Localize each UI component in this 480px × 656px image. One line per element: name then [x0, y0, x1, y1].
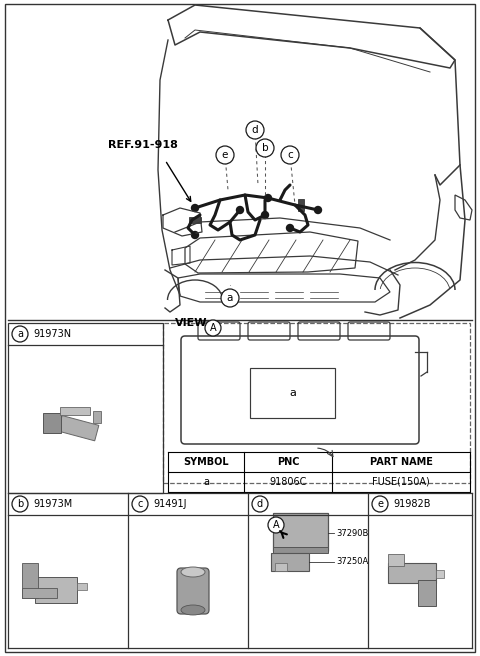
Bar	[298, 199, 304, 211]
Text: a: a	[227, 293, 233, 303]
Ellipse shape	[181, 605, 205, 615]
Text: 91973N: 91973N	[33, 329, 71, 339]
Circle shape	[192, 205, 199, 211]
Bar	[60, 407, 90, 415]
Bar	[77, 583, 87, 590]
FancyBboxPatch shape	[177, 568, 209, 614]
Bar	[22, 588, 57, 598]
Text: SYMBOL: SYMBOL	[183, 457, 229, 467]
Text: A: A	[273, 520, 279, 530]
Bar	[418, 580, 436, 606]
Text: d: d	[252, 125, 258, 135]
Text: 91491J: 91491J	[153, 499, 187, 509]
Circle shape	[314, 207, 322, 213]
Bar	[93, 411, 101, 423]
Ellipse shape	[181, 567, 205, 577]
Bar	[43, 413, 61, 433]
Text: b: b	[262, 143, 268, 153]
Circle shape	[372, 496, 388, 512]
Circle shape	[246, 121, 264, 139]
Circle shape	[132, 496, 148, 512]
Bar	[189, 217, 201, 223]
Text: c: c	[287, 150, 293, 160]
Text: PNC: PNC	[277, 457, 299, 467]
Text: e: e	[377, 499, 383, 509]
Bar	[388, 554, 404, 566]
Bar	[22, 563, 38, 598]
Bar	[273, 513, 328, 551]
Text: 37250A: 37250A	[336, 558, 368, 567]
Bar	[35, 577, 77, 603]
Text: e: e	[222, 150, 228, 160]
Text: 91973M: 91973M	[33, 499, 72, 509]
Text: FUSE(150A): FUSE(150A)	[372, 477, 430, 487]
Circle shape	[268, 517, 284, 533]
Circle shape	[281, 146, 299, 164]
Bar	[58, 415, 99, 441]
Text: 91982B: 91982B	[393, 499, 431, 509]
Text: VIEW: VIEW	[175, 318, 207, 328]
Circle shape	[256, 139, 274, 157]
Text: b: b	[17, 499, 23, 509]
Bar	[388, 563, 436, 583]
Bar	[275, 563, 287, 571]
Text: d: d	[257, 499, 263, 509]
Bar	[273, 547, 328, 553]
Bar	[271, 553, 309, 571]
Circle shape	[192, 232, 199, 239]
Circle shape	[287, 224, 293, 232]
Text: A: A	[210, 323, 216, 333]
Circle shape	[252, 496, 268, 512]
Text: a: a	[17, 329, 23, 339]
Bar	[436, 570, 444, 578]
Circle shape	[205, 320, 221, 336]
Text: c: c	[137, 499, 143, 509]
Circle shape	[221, 289, 239, 307]
Circle shape	[216, 146, 234, 164]
Bar	[163, 323, 470, 483]
Text: 37290B: 37290B	[336, 529, 368, 537]
Bar	[8, 323, 163, 493]
Text: REF.91-918: REF.91-918	[108, 140, 178, 150]
Circle shape	[262, 211, 268, 218]
Bar	[250, 368, 335, 418]
Circle shape	[12, 326, 28, 342]
Text: a: a	[203, 477, 209, 487]
Text: PART NAME: PART NAME	[370, 457, 432, 467]
Text: a: a	[289, 388, 296, 398]
Text: 91806C: 91806C	[269, 477, 307, 487]
Circle shape	[237, 207, 243, 213]
Circle shape	[264, 194, 272, 201]
Circle shape	[12, 496, 28, 512]
